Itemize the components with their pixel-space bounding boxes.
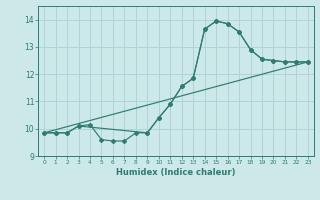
X-axis label: Humidex (Indice chaleur): Humidex (Indice chaleur) xyxy=(116,168,236,177)
